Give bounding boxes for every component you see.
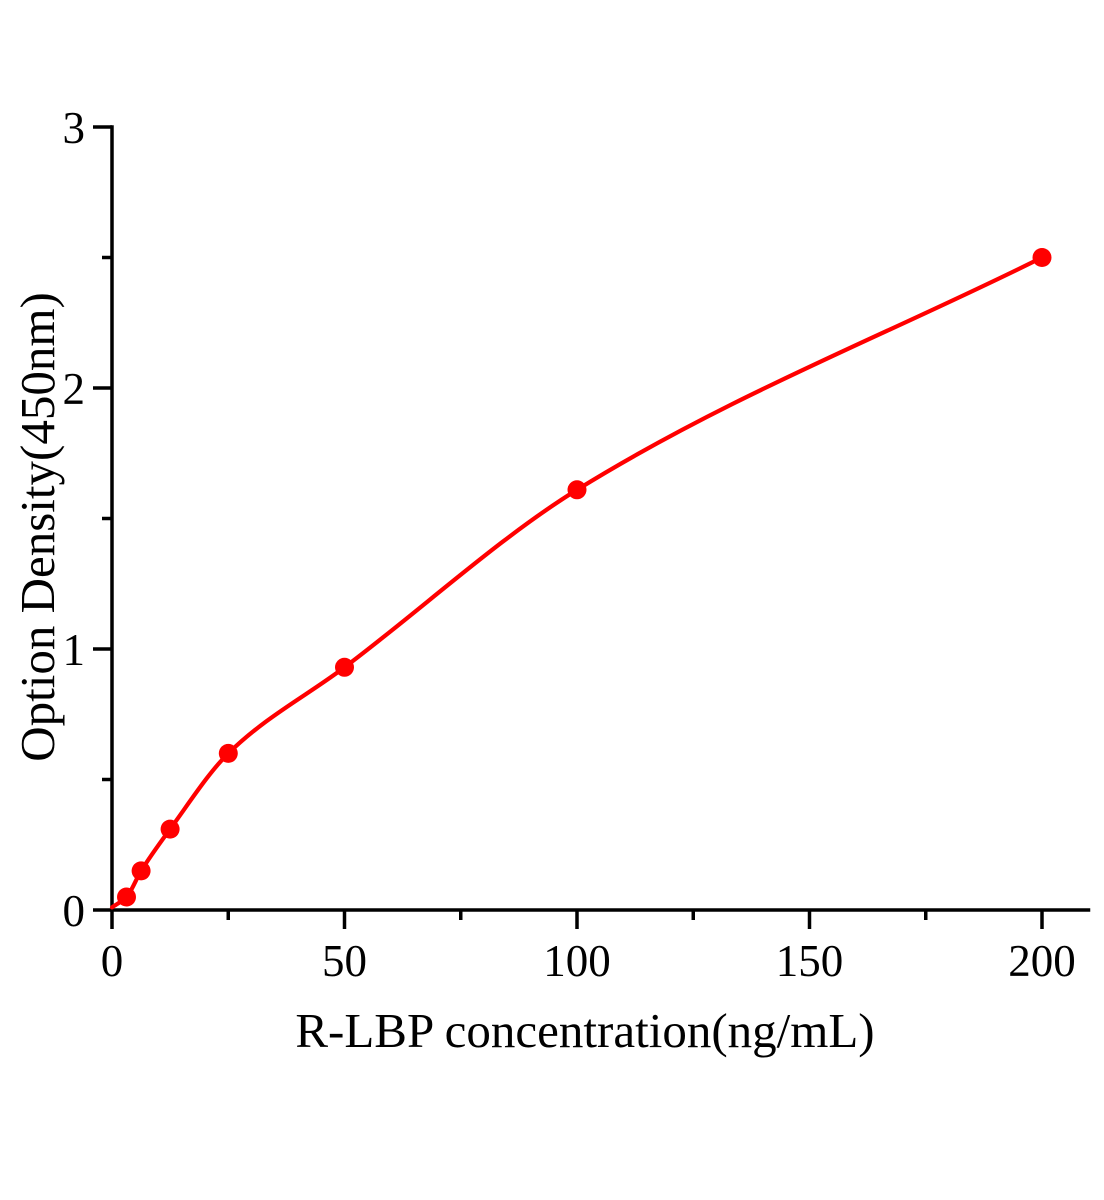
data-point	[117, 887, 136, 907]
y-tick-label: 1	[63, 625, 86, 675]
axis-ticks	[93, 125, 1044, 929]
y-tick-label: 2	[63, 364, 86, 414]
x-tick-label: 0	[101, 936, 124, 986]
x-tick-label: 50	[322, 936, 367, 986]
axis-spines	[110, 125, 1091, 912]
y-axis-title: Option Density(450nm)	[10, 292, 65, 762]
data-point	[335, 657, 354, 677]
axis-tick-labels: 0 50 100 150 200 0 1 2 3	[63, 103, 1076, 986]
data-point	[567, 480, 587, 500]
data-point	[131, 861, 151, 881]
fit-curve	[109, 255, 1045, 910]
data-point	[1032, 248, 1052, 267]
y-tick-label: 3	[63, 103, 86, 153]
y-tick-label: 0	[63, 886, 86, 936]
x-tick-label: 200	[1008, 936, 1076, 986]
data-points	[117, 248, 1052, 907]
x-axis-title: R-LBP concentration(ng/mL)	[295, 1003, 874, 1058]
x-tick-label: 150	[776, 936, 844, 986]
data-point	[160, 819, 180, 839]
axes	[110, 125, 1091, 912]
x-tick-label: 100	[543, 936, 611, 986]
data-point	[218, 743, 238, 763]
